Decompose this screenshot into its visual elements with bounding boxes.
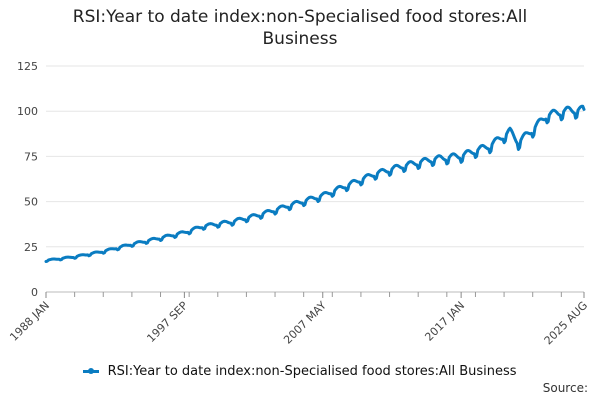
y-axis: 0 25 50 75 100 125: [17, 60, 38, 299]
x-axis: 1988 JAN 1997 SEP 2007 MAY 2017 JAN 2025 AUG: [7, 292, 590, 347]
y-tick-label: 0: [31, 286, 38, 299]
series-line-0: [44, 104, 586, 263]
y-tick-label: 125: [17, 60, 38, 73]
y-tick-label: 100: [17, 105, 38, 118]
chart-title: RSI:Year to date index:non-Specialised f…: [0, 6, 600, 50]
legend-label: RSI:Year to date index:non-Specialised f…: [107, 364, 517, 379]
source-label: Source:: [542, 381, 588, 395]
x-tick-label: 1997 SEP: [144, 299, 190, 345]
chart-title-line-2: Business: [262, 29, 338, 49]
chart-title-line-1: RSI:Year to date index:non-Specialised f…: [72, 7, 528, 27]
grid-lines: [46, 65, 584, 293]
series-layer: [44, 104, 586, 263]
x-tick-label: 1988 JAN: [7, 299, 52, 344]
y-tick-label: 25: [24, 241, 38, 254]
legend: RSI:Year to date index:non-Specialised f…: [0, 364, 600, 379]
x-tick-label: 2017 JAN: [422, 299, 467, 344]
x-tick-label: 2007 MAY: [281, 299, 329, 347]
y-tick-label: 50: [24, 196, 38, 209]
y-tick-label: 75: [24, 150, 38, 163]
x-tick-label: 2025 AUG: [542, 299, 591, 348]
legend-line-marker-icon: [83, 368, 100, 374]
